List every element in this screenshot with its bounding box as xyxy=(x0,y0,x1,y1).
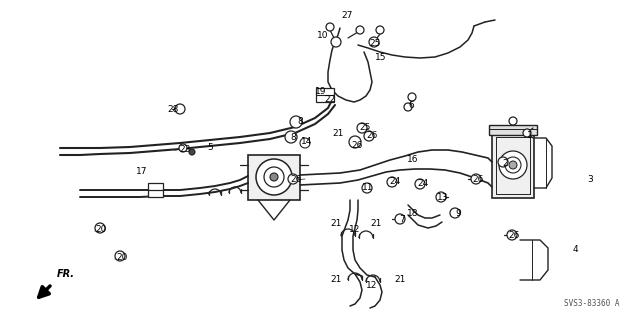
Text: 26: 26 xyxy=(351,140,363,150)
Text: 10: 10 xyxy=(317,32,329,41)
Text: 28: 28 xyxy=(167,105,179,114)
Circle shape xyxy=(357,123,367,133)
Bar xyxy=(248,155,300,200)
Text: 27: 27 xyxy=(341,11,353,20)
Circle shape xyxy=(505,157,521,173)
Circle shape xyxy=(499,151,527,179)
Circle shape xyxy=(362,183,372,193)
Circle shape xyxy=(369,37,379,47)
Circle shape xyxy=(326,23,334,31)
Circle shape xyxy=(270,173,278,181)
Circle shape xyxy=(349,136,361,148)
Circle shape xyxy=(256,159,292,195)
Circle shape xyxy=(387,177,397,187)
Text: 15: 15 xyxy=(375,54,387,63)
Text: 1: 1 xyxy=(527,130,533,139)
Text: 8: 8 xyxy=(290,133,296,143)
Circle shape xyxy=(331,37,341,47)
Text: 19: 19 xyxy=(316,87,327,97)
Circle shape xyxy=(285,131,297,143)
Text: 2: 2 xyxy=(502,159,508,167)
Bar xyxy=(489,125,537,135)
Circle shape xyxy=(415,179,425,189)
Circle shape xyxy=(264,167,284,187)
Text: 16: 16 xyxy=(407,155,419,165)
Text: SVS3-83360 A: SVS3-83360 A xyxy=(564,299,620,308)
Text: 21: 21 xyxy=(332,130,344,138)
Text: 12: 12 xyxy=(349,225,361,234)
Bar xyxy=(492,133,534,198)
Circle shape xyxy=(509,117,517,125)
Circle shape xyxy=(376,26,384,34)
Circle shape xyxy=(179,144,187,152)
Circle shape xyxy=(507,230,517,240)
Text: 25: 25 xyxy=(369,40,381,48)
Text: 6: 6 xyxy=(408,101,414,110)
Text: 17: 17 xyxy=(136,167,148,175)
Circle shape xyxy=(523,129,531,137)
Text: 8: 8 xyxy=(297,117,303,127)
Text: 11: 11 xyxy=(362,183,374,192)
Circle shape xyxy=(408,93,416,101)
Text: 4: 4 xyxy=(572,244,578,254)
Text: 14: 14 xyxy=(301,137,313,146)
Text: 18: 18 xyxy=(407,209,419,218)
Circle shape xyxy=(189,149,195,155)
Bar xyxy=(316,88,334,102)
Circle shape xyxy=(288,174,298,184)
Circle shape xyxy=(436,192,446,202)
Circle shape xyxy=(290,116,302,128)
Text: 13: 13 xyxy=(437,192,449,202)
Circle shape xyxy=(356,26,364,34)
Text: 12: 12 xyxy=(366,281,378,291)
Text: 7: 7 xyxy=(399,214,405,224)
Text: 24: 24 xyxy=(389,177,401,187)
Circle shape xyxy=(175,104,185,114)
Circle shape xyxy=(395,214,405,224)
Text: 20: 20 xyxy=(95,226,107,234)
Text: 21: 21 xyxy=(330,276,342,285)
Circle shape xyxy=(404,103,412,111)
Text: 3: 3 xyxy=(587,175,593,184)
Text: 5: 5 xyxy=(207,143,213,152)
Text: 26: 26 xyxy=(508,231,520,240)
Text: 24: 24 xyxy=(417,180,429,189)
Circle shape xyxy=(450,208,460,218)
Circle shape xyxy=(115,251,125,261)
Text: 26: 26 xyxy=(366,131,378,140)
Circle shape xyxy=(95,223,105,233)
Circle shape xyxy=(509,161,517,169)
Text: 26: 26 xyxy=(472,174,484,183)
Text: 25: 25 xyxy=(359,123,371,132)
Text: 22: 22 xyxy=(324,95,335,105)
Text: 21: 21 xyxy=(371,219,381,228)
Text: 26: 26 xyxy=(291,174,301,183)
Text: 20: 20 xyxy=(116,253,128,262)
Circle shape xyxy=(300,138,310,148)
Text: 23: 23 xyxy=(179,145,191,154)
Text: 21: 21 xyxy=(330,219,342,228)
Text: 21: 21 xyxy=(394,276,406,285)
Circle shape xyxy=(498,157,508,167)
Bar xyxy=(148,183,163,197)
Circle shape xyxy=(471,174,481,184)
Circle shape xyxy=(364,131,374,141)
Text: FR.: FR. xyxy=(57,269,75,279)
Text: 9: 9 xyxy=(455,209,461,218)
